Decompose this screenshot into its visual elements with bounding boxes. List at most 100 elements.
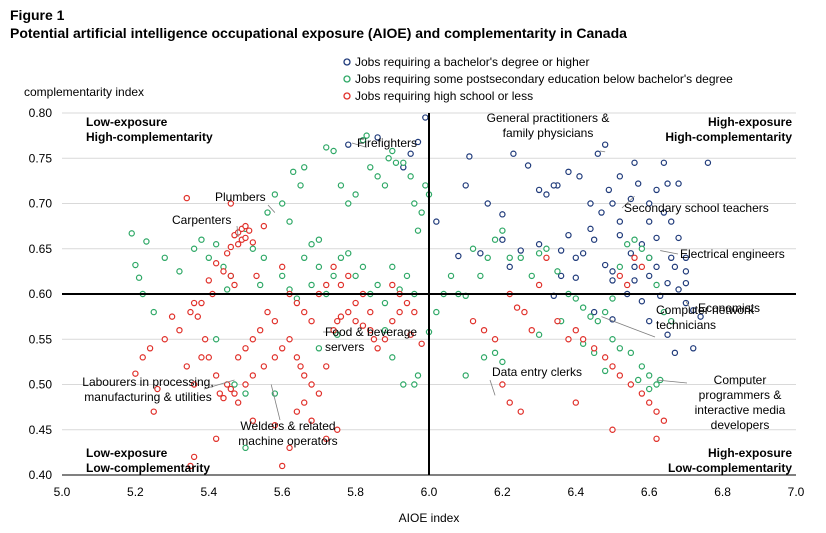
point-highschool bbox=[242, 222, 249, 230]
point-postsecondary bbox=[128, 230, 135, 237]
point-highschool bbox=[271, 317, 279, 325]
point-postsecondary bbox=[389, 354, 396, 361]
y-tick-label: 0.55 bbox=[29, 332, 53, 346]
point-highschool bbox=[264, 308, 271, 316]
point-bachelor bbox=[653, 263, 660, 271]
point-postsecondary bbox=[212, 241, 220, 248]
point-highschool bbox=[293, 408, 301, 415]
point-highschool bbox=[234, 241, 242, 248]
point-bachelor bbox=[690, 345, 697, 352]
point-postsecondary bbox=[646, 254, 653, 261]
point-highschool bbox=[286, 336, 293, 343]
point-postsecondary bbox=[198, 236, 205, 243]
point-postsecondary bbox=[161, 254, 168, 261]
point-bachelor bbox=[616, 218, 624, 225]
point-bachelor bbox=[587, 225, 594, 233]
point-highschool bbox=[176, 327, 183, 334]
point-postsecondary bbox=[301, 254, 308, 261]
annotation-label-line: Welders & related bbox=[240, 419, 335, 433]
point-highschool bbox=[249, 239, 257, 246]
point-highschool bbox=[389, 281, 396, 289]
quadrant-label-bottom-right-line: High-exposure bbox=[708, 446, 792, 460]
point-bachelor bbox=[477, 250, 484, 257]
point-bachelor bbox=[433, 218, 440, 225]
point-highschool bbox=[646, 399, 653, 406]
point-highschool bbox=[565, 336, 572, 343]
point-highschool bbox=[337, 313, 345, 320]
point-postsecondary bbox=[264, 209, 271, 216]
point-bachelor bbox=[576, 173, 583, 180]
point-bachelor bbox=[664, 279, 671, 287]
point-bachelor bbox=[660, 159, 668, 166]
point-postsecondary bbox=[506, 254, 513, 261]
annotation-label-line: Computer network bbox=[656, 303, 755, 317]
point-bachelor bbox=[517, 247, 524, 254]
quadrant-label-top-right: High-exposure High-complementarity bbox=[665, 115, 792, 144]
point-postsecondary bbox=[363, 132, 370, 139]
point-postsecondary bbox=[367, 164, 374, 171]
legend-marker-highschool bbox=[343, 92, 351, 100]
point-bachelor bbox=[671, 263, 679, 271]
point-highschool bbox=[231, 390, 238, 397]
point-highschool bbox=[150, 408, 157, 415]
point-highschool bbox=[293, 299, 301, 307]
point-bachelor bbox=[374, 134, 381, 141]
point-postsecondary bbox=[231, 381, 238, 388]
point-highschool bbox=[491, 336, 499, 343]
point-highschool bbox=[352, 317, 359, 325]
point-bachelor bbox=[601, 261, 609, 269]
point-postsecondary bbox=[315, 236, 323, 243]
x-tick-label: 5.2 bbox=[127, 485, 144, 499]
point-bachelor bbox=[609, 200, 616, 207]
point-highschool bbox=[249, 336, 257, 343]
axes: 0.40 0.45 0.50 0.55 0.60 0.65 0.70 0.75 0.80 5.0 5… bbox=[24, 85, 805, 525]
point-postsecondary bbox=[315, 345, 323, 352]
annotation-label: Carpenters bbox=[172, 213, 231, 227]
point-postsecondary bbox=[668, 317, 675, 325]
point-postsecondary bbox=[260, 254, 268, 261]
callout-line bbox=[270, 384, 281, 421]
figure-title: Potential artificial intelligence occupa… bbox=[10, 25, 627, 41]
x-tick-label: 6.8 bbox=[714, 485, 731, 499]
annotation-label: Plumbers bbox=[215, 190, 266, 204]
point-bachelor bbox=[572, 274, 580, 281]
point-postsecondary bbox=[205, 254, 212, 261]
point-highschool bbox=[286, 444, 293, 452]
point-bachelor bbox=[506, 263, 513, 271]
point-postsecondary bbox=[646, 385, 653, 393]
point-bachelor bbox=[671, 349, 679, 357]
callout-line bbox=[351, 142, 367, 148]
point-postsecondary bbox=[242, 444, 249, 452]
point-highschool bbox=[627, 381, 635, 388]
point-highschool bbox=[271, 422, 279, 429]
point-bachelor bbox=[646, 200, 653, 207]
point-postsecondary bbox=[392, 159, 400, 166]
point-highschool bbox=[154, 385, 161, 393]
point-highschool bbox=[234, 354, 242, 361]
point-bachelor bbox=[414, 138, 422, 146]
point-highschool bbox=[242, 234, 249, 242]
annotation-label-line: family physicians bbox=[503, 126, 594, 140]
point-postsecondary bbox=[223, 286, 231, 293]
point-highschool bbox=[216, 390, 224, 397]
point-highschool bbox=[260, 363, 268, 370]
annotation-label: Electrical engineers bbox=[680, 247, 785, 261]
point-highschool bbox=[359, 322, 367, 329]
point-postsecondary bbox=[176, 268, 183, 275]
point-postsecondary bbox=[135, 274, 143, 281]
point-highschool bbox=[367, 308, 374, 316]
point-bachelor bbox=[682, 268, 690, 275]
point-postsecondary bbox=[609, 295, 616, 302]
point-highschool bbox=[293, 354, 301, 361]
point-postsecondary bbox=[411, 200, 418, 207]
point-highschool bbox=[190, 381, 198, 388]
point-postsecondary bbox=[616, 345, 624, 352]
point-highschool bbox=[249, 372, 257, 379]
point-bachelor bbox=[601, 141, 609, 148]
point-highschool bbox=[190, 299, 198, 307]
point-bachelor bbox=[609, 277, 616, 284]
point-highschool bbox=[330, 327, 337, 334]
point-postsecondary bbox=[491, 349, 499, 357]
point-postsecondary bbox=[601, 308, 609, 316]
x-tick-label: 5.6 bbox=[274, 485, 291, 499]
